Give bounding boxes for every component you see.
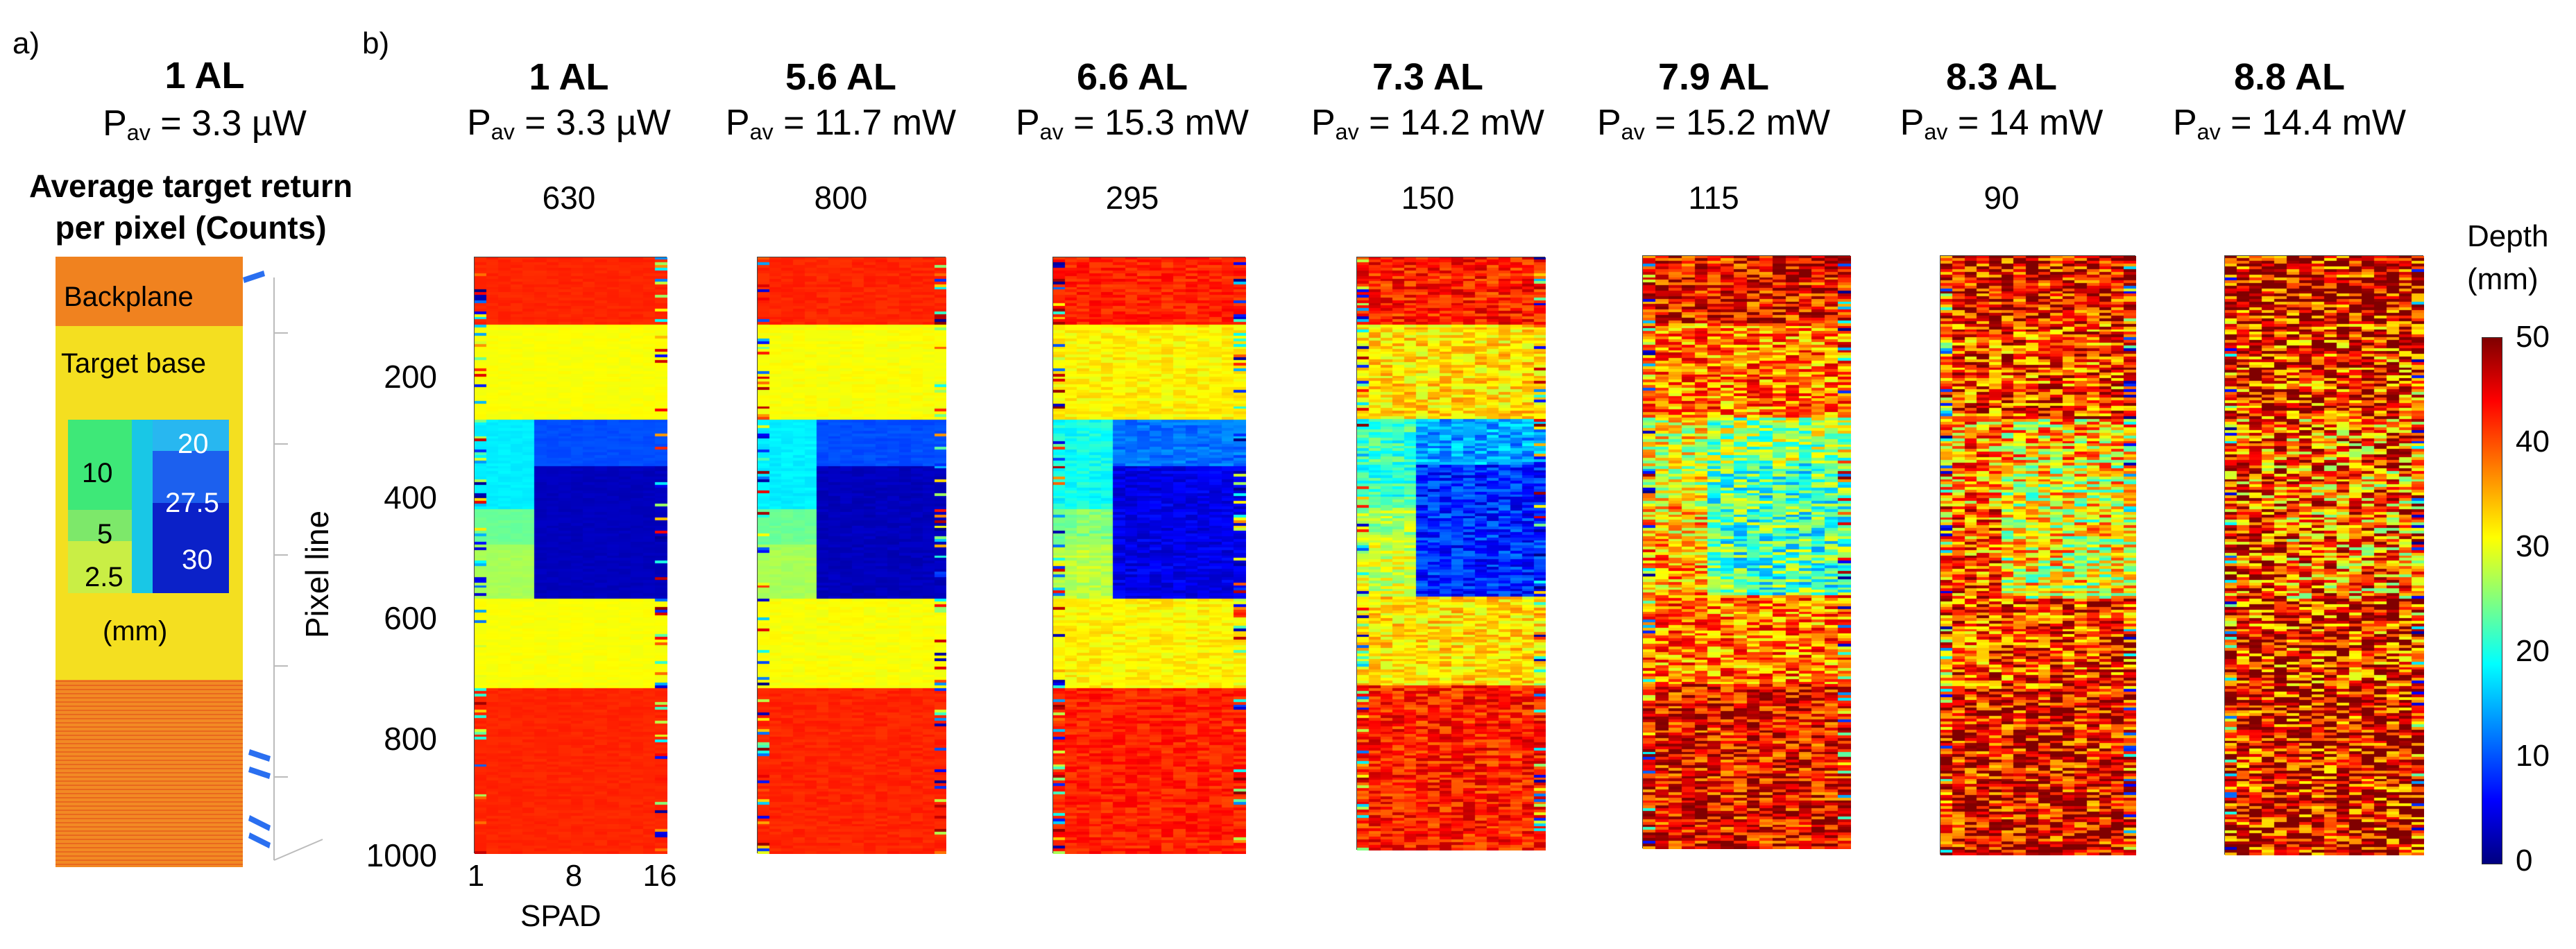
- panel-a-power: Pav = 3.3 µW: [103, 103, 307, 146]
- colorbar-title: Depth (mm): [2467, 219, 2549, 296]
- column-header-3: 6.6 AL Pav = 15.3 mW 295: [1007, 54, 1257, 219]
- column-power: Pav = 11.7 mW: [725, 103, 957, 145]
- column-power: Pav = 15.3 mW: [1015, 103, 1249, 145]
- panel-a-letter: a): [12, 26, 40, 60]
- label-step-10: 10: [82, 458, 113, 488]
- column-counts: 295: [1105, 180, 1159, 216]
- column-power: Pav = 14 mW: [1900, 103, 2104, 145]
- column-title: 6.6 AL: [1076, 56, 1188, 98]
- label-step-20: 20: [178, 429, 209, 459]
- column-title: 8.3 AL: [1945, 56, 2058, 98]
- depth-map-7: [2224, 255, 2424, 855]
- label-step-30: 30: [182, 545, 213, 575]
- column-power: Pav = 3.3 µW: [467, 103, 671, 145]
- y-axis-label: Pixel line: [299, 510, 335, 638]
- column-title: 5.6 AL: [785, 56, 897, 98]
- depth-map-6: [1940, 255, 2136, 855]
- panel-a-caption: Average target return per pixel (Counts): [28, 168, 353, 246]
- column-title: 7.3 AL: [1372, 56, 1484, 98]
- column-title: 8.8 AL: [2233, 56, 2346, 98]
- depth-map-3: [1052, 257, 1246, 854]
- x-tick-8: 8: [565, 859, 583, 893]
- column-header-5: 7.9 AL Pav = 15.2 mW 115: [1589, 54, 1839, 219]
- panel-a-target-render: [56, 257, 323, 867]
- label-target-base: Target base: [61, 348, 207, 379]
- label-step-2-5: 2.5: [85, 562, 123, 592]
- depth-map-5: [1642, 255, 1851, 849]
- column-counts: 800: [814, 180, 868, 216]
- column-header-4: 7.3 AL Pav = 14.2 mW 150: [1303, 54, 1553, 219]
- column-header-7: 8.8 AL Pav = 14.4 mW: [2165, 54, 2414, 177]
- depth-map-2: [757, 257, 946, 854]
- column-title: 7.9 AL: [1657, 56, 1770, 98]
- label-step-5: 5: [97, 519, 113, 549]
- x-tick-1: 1: [467, 859, 485, 893]
- y-tick-200: 200: [384, 359, 437, 395]
- colorbar-tick-0: 0: [2516, 844, 2533, 878]
- column-counts: 630: [542, 180, 596, 216]
- column-counts: 115: [1688, 180, 1739, 216]
- x-tick-16: 16: [642, 859, 677, 893]
- colorbar-tick-50: 50: [2516, 320, 2550, 354]
- y-tick-400: 400: [384, 479, 437, 515]
- label-unit-mm: (mm): [103, 616, 168, 647]
- depth-map-4: [1356, 257, 1546, 850]
- panel-a-title: 1 AL: [164, 55, 245, 96]
- depth-map-1: [474, 257, 667, 854]
- colorbar-tick-40: 40: [2516, 425, 2550, 459]
- colorbar-tick-20: 20: [2516, 634, 2550, 668]
- column-title: 1 AL: [529, 56, 609, 98]
- panel-b-letter: b): [362, 26, 390, 60]
- colorbar-tick-10: 10: [2516, 739, 2550, 773]
- column-power: Pav = 14.4 mW: [2172, 103, 2407, 145]
- label-step-27-5: 27.5: [165, 488, 219, 518]
- label-backplane: Backplane: [64, 282, 194, 312]
- y-tick-1000: 1000: [366, 837, 437, 873]
- colorbar: [2482, 337, 2502, 864]
- column-power: Pav = 14.2 mW: [1311, 103, 1545, 145]
- y-tick-600: 600: [384, 600, 437, 636]
- colorbar-tick-30: 30: [2516, 529, 2550, 563]
- column-header-1: 1 AL Pav = 3.3 µW 630: [444, 54, 694, 219]
- column-header-2: 5.6 AL Pav = 11.7 mW 800: [716, 54, 966, 219]
- x-axis-label: SPAD: [520, 899, 602, 933]
- column-power: Pav = 15.2 mW: [1596, 103, 1831, 145]
- y-tick-800: 800: [384, 721, 437, 757]
- column-counts: 150: [1401, 180, 1455, 216]
- column-counts: 90: [1984, 180, 2020, 216]
- column-header-6: 8.3 AL Pav = 14 mW 90: [1877, 54, 2126, 219]
